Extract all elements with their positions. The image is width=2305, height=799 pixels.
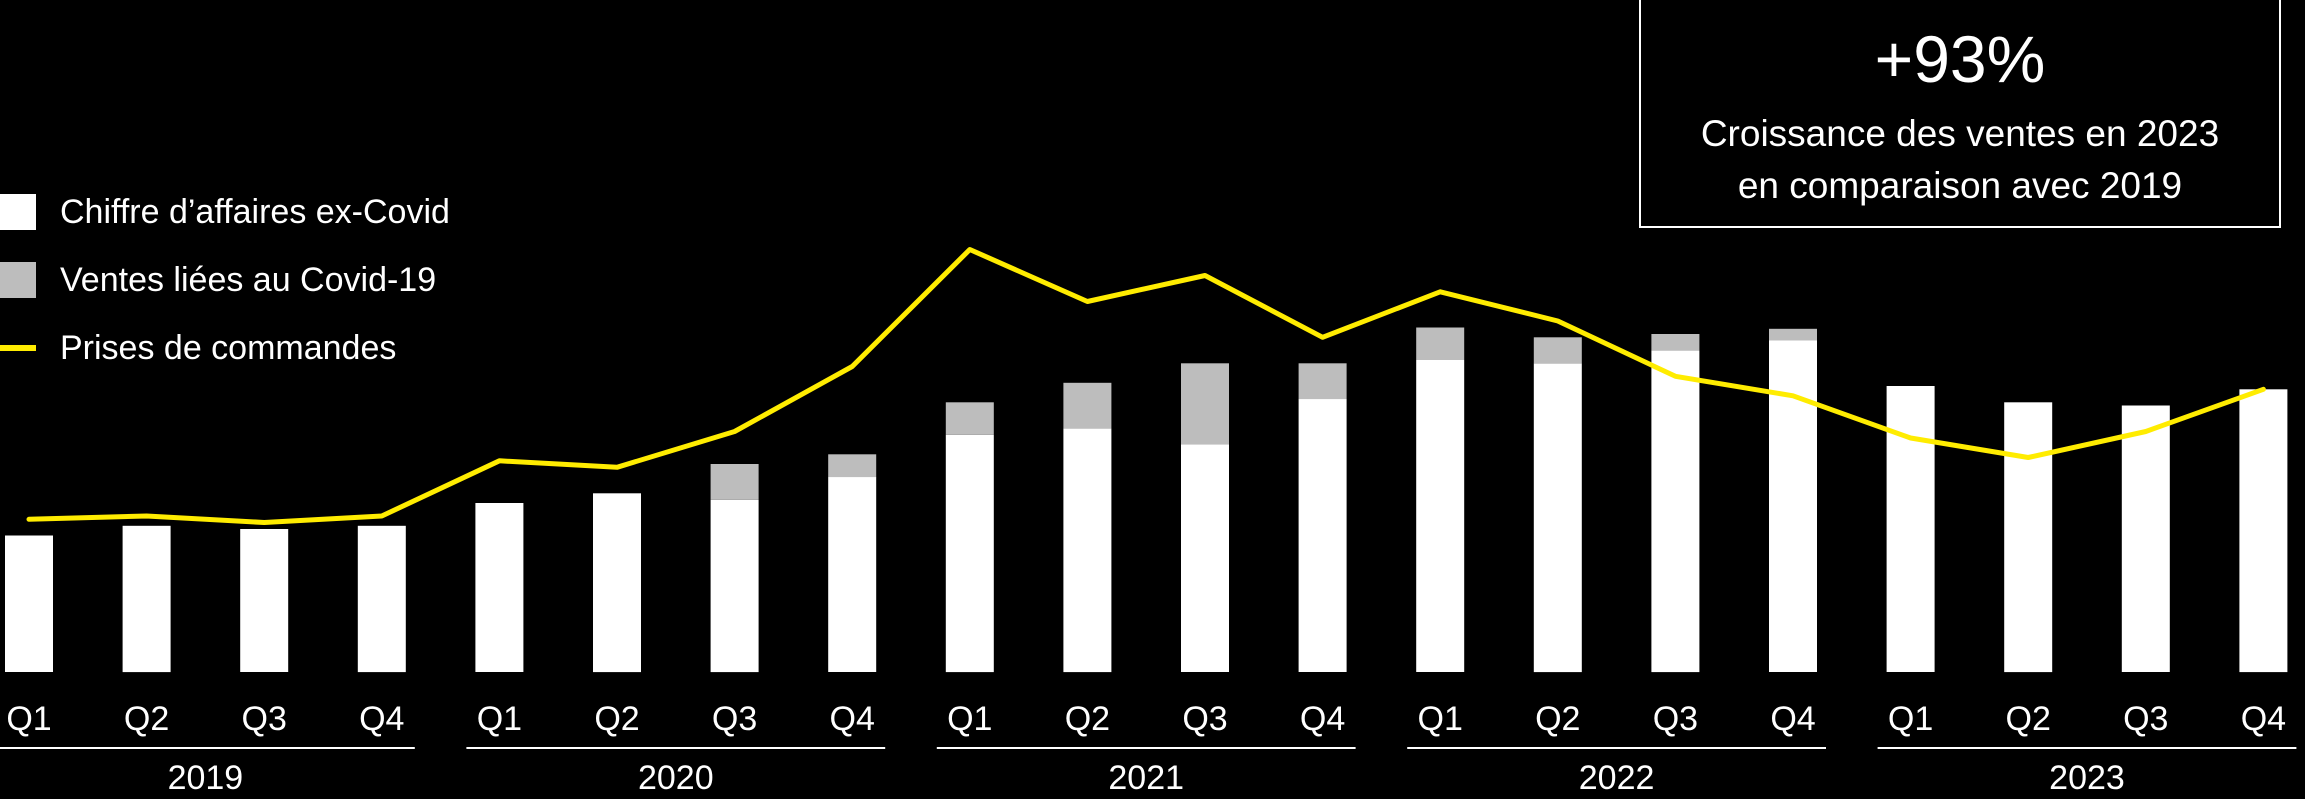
x-tick-label: Q2 (124, 700, 169, 738)
bar-covid (710, 464, 759, 500)
legend: Chiffre d’affaires ex-Covid Ventes liées… (0, 178, 450, 382)
bar-ex-covid (1769, 340, 1817, 672)
x-tick-label: Q2 (1535, 700, 1580, 738)
legend-swatch-covid (0, 262, 36, 298)
bar-ex-covid (122, 525, 171, 673)
bar-ex-covid (2239, 389, 2288, 673)
legend-line-orders (0, 345, 36, 351)
x-tick-label: Q3 (1182, 700, 1227, 738)
x-tick-label: Q4 (1770, 700, 1815, 738)
growth-description: Croissance des ventes en 2023 en compara… (1641, 108, 2279, 212)
x-tick-label: Q2 (594, 700, 639, 738)
bar-covid (828, 454, 877, 478)
x-tick-label: Q1 (1888, 700, 1933, 738)
bar-ex-covid (710, 499, 759, 673)
bar-covid (1651, 334, 1700, 351)
x-tick-label: Q1 (477, 700, 522, 738)
bar-ex-covid (357, 525, 406, 673)
x-tick-label: Q2 (1065, 700, 1110, 738)
legend-label-covid: Ventes liées au Covid-19 (60, 260, 437, 299)
bar-ex-covid (240, 529, 289, 672)
orders-line-layer (26, 247, 2266, 525)
growth-description-line-2: en comparaison avec 2019 (1737, 165, 2183, 206)
bar-covid (1063, 382, 1112, 429)
legend-item-covid: Ventes liées au Covid-19 (0, 246, 450, 314)
bar-ex-covid (1181, 444, 1229, 672)
year-label: 2020 (638, 759, 714, 797)
legend-item-ex-covid: Chiffre d’affaires ex-Covid (0, 178, 450, 246)
legend-label-orders: Prises de commandes (60, 328, 397, 367)
growth-callout: +93% Croissance des ventes en 2023 en co… (1639, 0, 2281, 228)
legend-label-ex-covid: Chiffre d’affaires ex-Covid (60, 192, 450, 231)
x-tick-label: Q3 (712, 700, 757, 738)
bar-ex-covid (5, 535, 53, 672)
bar-ex-covid (475, 503, 524, 672)
year-label: 2021 (1108, 759, 1184, 797)
bar-ex-covid (1651, 350, 1700, 673)
bar-ex-covid (2121, 405, 2170, 672)
bar-ex-covid (828, 477, 877, 672)
bar-ex-covid (1416, 360, 1465, 672)
x-tick-label: Q3 (242, 700, 287, 738)
x-tick-label: Q1 (1418, 700, 1463, 738)
bar-covid (1416, 327, 1465, 360)
bars-layer (5, 327, 2288, 673)
orders-line (26, 247, 2266, 525)
year-label: 2023 (2049, 759, 2125, 797)
bar-ex-covid (593, 493, 641, 673)
x-tick-label: Q4 (359, 700, 404, 738)
bar-covid (945, 402, 994, 435)
bar-ex-covid (945, 434, 994, 673)
x-tick-label: Q4 (1300, 700, 1345, 738)
bar-covid (1181, 363, 1229, 445)
bar-ex-covid (1886, 386, 1935, 672)
x-tick-label: Q3 (2123, 700, 2168, 738)
year-label: 2019 (168, 759, 244, 797)
legend-item-orders: Prises de commandes (0, 314, 450, 382)
x-tick-label: Q3 (1653, 700, 1698, 738)
x-tick-label: Q4 (830, 700, 875, 738)
bar-ex-covid (1298, 399, 1347, 672)
bar-covid (1533, 337, 1582, 364)
bar-ex-covid (1063, 428, 1112, 673)
bar-ex-covid (2004, 402, 2053, 673)
bar-covid (1298, 363, 1347, 400)
growth-value: +93% (1874, 22, 2046, 96)
x-tick-label: Q2 (2006, 700, 2051, 738)
bar-covid (1769, 328, 1817, 341)
growth-description-line-1: Croissance des ventes en 2023 (1700, 113, 2220, 154)
legend-swatch-ex-covid (0, 194, 36, 230)
x-axis: Q1 Q2 Q3 Q4 Q1 Q2 Q3 Q4 Q1 Q2 Q3 Q4 Q1 Q2 Q3 Q4 Q1 Q2 Q3 Q4… (0, 700, 2297, 797)
year-label: 2022 (1579, 759, 1655, 797)
x-tick-label: Q1 (6, 700, 51, 738)
bar-ex-covid (1533, 363, 1582, 673)
x-tick-label: Q1 (947, 700, 992, 738)
x-tick-label: Q4 (2241, 700, 2286, 738)
